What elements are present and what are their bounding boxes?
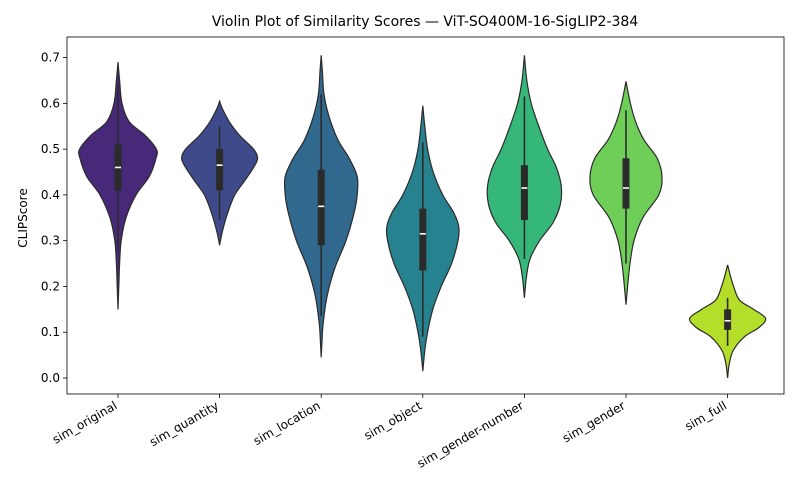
y-tick-label: 0.7	[41, 51, 60, 65]
violin-iqr-box	[622, 158, 630, 209]
violin-iqr-box	[317, 169, 325, 246]
y-tick-label: 0.3	[41, 234, 60, 248]
x-axis-ticks: sim_original sim_quantity sim_location sim_…	[50, 394, 729, 471]
violin-sim_full	[688, 264, 767, 379]
x-tick-label: sim_original	[50, 398, 119, 446]
y-tick-label: 0.4	[41, 188, 60, 202]
x-tick-label: sim_gender-number	[415, 398, 526, 470]
violin-sim_original	[78, 62, 158, 310]
violin-iqr-box	[724, 309, 732, 330]
plot-frame	[66, 36, 785, 395]
y-tick-label: 0.1	[41, 325, 60, 339]
y-tick-label: 0.5	[41, 142, 60, 156]
x-tick-label: sim_object	[362, 398, 425, 442]
violin-sim_gender-number	[486, 55, 563, 298]
violin-sim_quantity	[180, 99, 259, 246]
chart-title: Violin Plot of Similarity Scores — ViT-S…	[212, 14, 639, 30]
y-tick-label: 0.0	[41, 371, 60, 385]
violin-sim_location	[283, 55, 359, 358]
violin-group	[78, 55, 767, 379]
violin-iqr-box	[419, 208, 427, 271]
y-axis-ticks: 0.0 0.1 0.2 0.3 0.4 0.5 0.6 0.7	[41, 51, 67, 385]
violin-iqr-box	[520, 165, 528, 221]
x-tick-label: sim_gender	[560, 398, 628, 445]
y-tick-label: 0.6	[41, 96, 60, 110]
y-axis-label: CLIPScore	[16, 188, 30, 247]
violin-iqr-box	[216, 149, 224, 191]
x-tick-label: sim_location	[251, 398, 323, 448]
x-tick-label: sim_quantity	[147, 398, 221, 449]
violin-sim_object	[385, 105, 460, 372]
x-tick-label: sim_full	[682, 398, 729, 433]
violin-sim_gender	[589, 81, 663, 305]
y-tick-label: 0.2	[41, 279, 60, 293]
